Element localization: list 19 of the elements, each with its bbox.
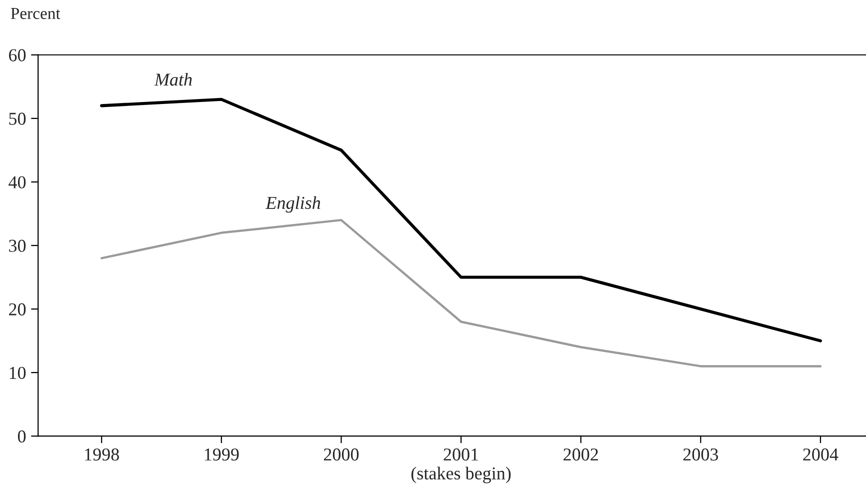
- x-tick-label: 2002: [564, 448, 598, 461]
- y-tick-label: 0: [18, 430, 26, 443]
- y-tick-label: 10: [10, 366, 26, 380]
- series-label: English: [266, 196, 320, 213]
- y-tick-label: 40: [8, 176, 26, 188]
- y-tick-label: 50: [9, 112, 26, 125]
- x-tick-label: 2000: [324, 448, 359, 461]
- x-tick-label: 2004: [803, 448, 838, 461]
- series-label: Math: [154, 73, 192, 86]
- line-series: [100, 98, 822, 342]
- y-tick-label: 30: [9, 240, 26, 252]
- y-tick-label: 60: [9, 49, 26, 62]
- x-tick-label: 1998: [85, 448, 119, 461]
- line-series: [100, 218, 822, 368]
- x-tick-label: 1999: [204, 448, 239, 461]
- x-tick-label: 2003: [683, 448, 718, 461]
- y-axis-title: Percent: [10, 8, 60, 20]
- y-tick-label: 20: [9, 303, 26, 316]
- x-tick-label: 2001 (stakes begin): [411, 448, 511, 484]
